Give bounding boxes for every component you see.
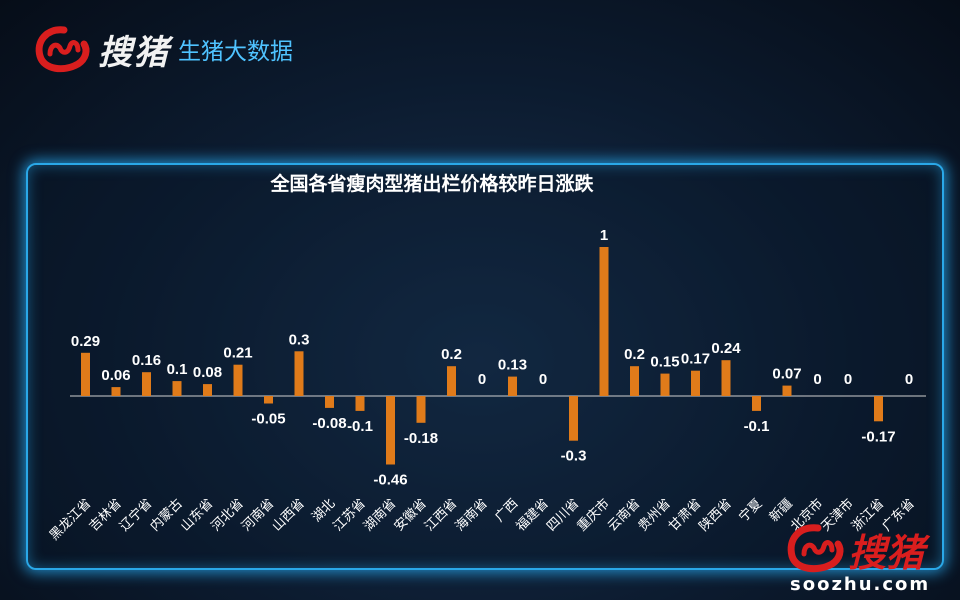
bar bbox=[874, 396, 883, 422]
bar bbox=[630, 366, 639, 396]
category-tick-label: 河北省 bbox=[209, 496, 247, 534]
category-tick-label: 黑龙江省 bbox=[47, 496, 94, 543]
chart-panel bbox=[26, 163, 944, 570]
bar bbox=[325, 396, 334, 408]
bar bbox=[111, 387, 121, 396]
bar bbox=[142, 372, 151, 396]
bar bbox=[355, 396, 365, 411]
data-label: 0.3 bbox=[289, 331, 310, 348]
category-tick-label: 安徽省 bbox=[392, 496, 430, 534]
category-tick-label: 甘肃省 bbox=[666, 496, 704, 534]
bar bbox=[294, 351, 304, 396]
bar bbox=[416, 396, 426, 423]
bar bbox=[691, 370, 700, 396]
category-tick-label: 宁夏 bbox=[736, 496, 766, 526]
bar bbox=[203, 384, 212, 396]
data-label: 0.21 bbox=[223, 345, 252, 362]
data-label: 0.08 bbox=[193, 364, 222, 381]
bar bbox=[264, 396, 273, 404]
category-tick-label: 河南省 bbox=[238, 496, 277, 535]
category-tick-label: 湖南省 bbox=[360, 496, 399, 535]
brand-header: 搜猪 生猪大数据 bbox=[34, 22, 293, 76]
data-label: 0.24 bbox=[711, 340, 741, 357]
bar bbox=[447, 366, 456, 396]
bar bbox=[752, 396, 761, 411]
data-label: 0.1 bbox=[167, 361, 188, 378]
data-label: 0.2 bbox=[441, 346, 462, 363]
data-label: -0.1 bbox=[744, 418, 770, 435]
data-label: 0.29 bbox=[71, 333, 100, 350]
data-label: -0.46 bbox=[373, 472, 407, 489]
data-label: 0.15 bbox=[650, 354, 679, 371]
data-label: 0.16 bbox=[132, 352, 161, 369]
data-label: -0.1 bbox=[347, 418, 373, 435]
bar bbox=[508, 376, 517, 396]
bar bbox=[721, 360, 731, 396]
brand-subtitle: 生猪大数据 bbox=[178, 39, 293, 65]
category-tick-label: 云南省 bbox=[604, 496, 643, 535]
bar bbox=[386, 396, 395, 465]
data-label: -0.08 bbox=[312, 415, 346, 432]
data-label: 0 bbox=[478, 371, 486, 388]
category-tick-label: 山东省 bbox=[178, 496, 216, 534]
data-label: 0.17 bbox=[681, 351, 710, 368]
category-tick-label: 山西省 bbox=[270, 496, 308, 534]
svg-text:搜猪: 搜猪 bbox=[848, 530, 931, 575]
category-tick-label: 吉林省 bbox=[87, 496, 125, 534]
bar bbox=[172, 381, 182, 396]
category-tick-label: 福建省 bbox=[514, 496, 552, 534]
watermark-domain: soozhu.com bbox=[790, 574, 931, 595]
data-label: -0.05 bbox=[251, 410, 285, 427]
data-label: 0 bbox=[844, 371, 852, 388]
bar bbox=[233, 364, 243, 396]
data-label: -0.17 bbox=[861, 428, 895, 445]
data-label: 0.13 bbox=[498, 357, 527, 374]
category-tick-label: 四川省 bbox=[544, 496, 582, 534]
bar bbox=[81, 352, 90, 396]
bar bbox=[782, 385, 792, 396]
category-tick-label: 陕西省 bbox=[697, 496, 735, 534]
data-label: -0.3 bbox=[561, 448, 587, 465]
chart-title: 全国各省瘦肉型猪出栏价格较昨日涨跌 bbox=[269, 172, 594, 195]
soozhu-logo-icon bbox=[35, 26, 90, 73]
data-label: 0.06 bbox=[101, 367, 130, 384]
category-tick-label: 江苏省 bbox=[330, 496, 369, 535]
data-label: 0 bbox=[813, 371, 821, 388]
watermark-logo-icon: 搜猪 bbox=[787, 524, 931, 575]
data-label: 0 bbox=[905, 371, 913, 388]
data-label: -0.18 bbox=[404, 430, 438, 447]
data-label: 0.07 bbox=[772, 366, 801, 383]
category-tick-label: 江西省 bbox=[422, 496, 460, 534]
category-tick-label: 辽宁省 bbox=[116, 496, 155, 535]
data-label: 0.2 bbox=[624, 346, 645, 363]
bar bbox=[569, 396, 578, 441]
category-tick-label: 贵州省 bbox=[636, 496, 674, 534]
data-label: 1 bbox=[600, 227, 608, 244]
category-tick-label: 重庆市 bbox=[574, 496, 613, 535]
bar bbox=[660, 373, 670, 396]
bar bbox=[599, 247, 609, 396]
category-tick-label: 海南省 bbox=[452, 496, 491, 535]
brand-logo-text: 搜猪 bbox=[98, 32, 170, 73]
category-tick-label: 内蒙古 bbox=[147, 496, 186, 535]
data-label: 0 bbox=[539, 371, 547, 388]
